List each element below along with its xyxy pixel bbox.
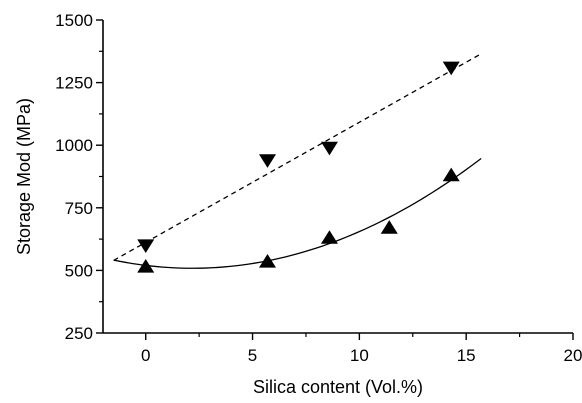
y-tick-label: 250: [65, 324, 93, 343]
fit-line-dashed: [113, 53, 482, 261]
fit-curve-solid: [113, 158, 482, 269]
y-tick-label: 1000: [55, 136, 93, 155]
data-point-down-triangle: [259, 154, 276, 168]
data-markers: [137, 61, 460, 273]
y-axis-title: Storage Mod (MPa): [14, 98, 34, 255]
x-tick-label: 15: [457, 346, 476, 365]
data-point-up-triangle: [320, 230, 338, 244]
y-tick-label: 750: [65, 199, 93, 218]
data-point-up-triangle: [137, 258, 155, 273]
y-tick-label: 500: [65, 261, 93, 280]
plot-area: 250 500 750 1000 1250 1500 0 5 10 15 20: [55, 11, 582, 365]
data-point-down-triangle: [320, 141, 338, 156]
x-tick-label: 20: [564, 346, 582, 365]
data-point-down-triangle: [442, 61, 460, 76]
x-tick-label: 10: [350, 346, 369, 365]
data-point-down-triangle: [137, 239, 155, 254]
fit-lines: [113, 53, 482, 269]
axis-ticks: 250 500 750 1000 1250 1500 0 5 10 15 20: [55, 11, 582, 365]
data-point-up-triangle: [259, 253, 276, 268]
x-tick-label: 0: [141, 346, 150, 365]
y-tick-label: 1250: [55, 74, 93, 93]
y-tick-label: 1500: [55, 11, 93, 30]
x-tick-label: 5: [248, 346, 257, 365]
data-point-up-triangle: [442, 167, 460, 182]
x-axis-title: Silica content (Vol.%): [253, 377, 423, 397]
data-point-up-triangle: [380, 220, 398, 234]
